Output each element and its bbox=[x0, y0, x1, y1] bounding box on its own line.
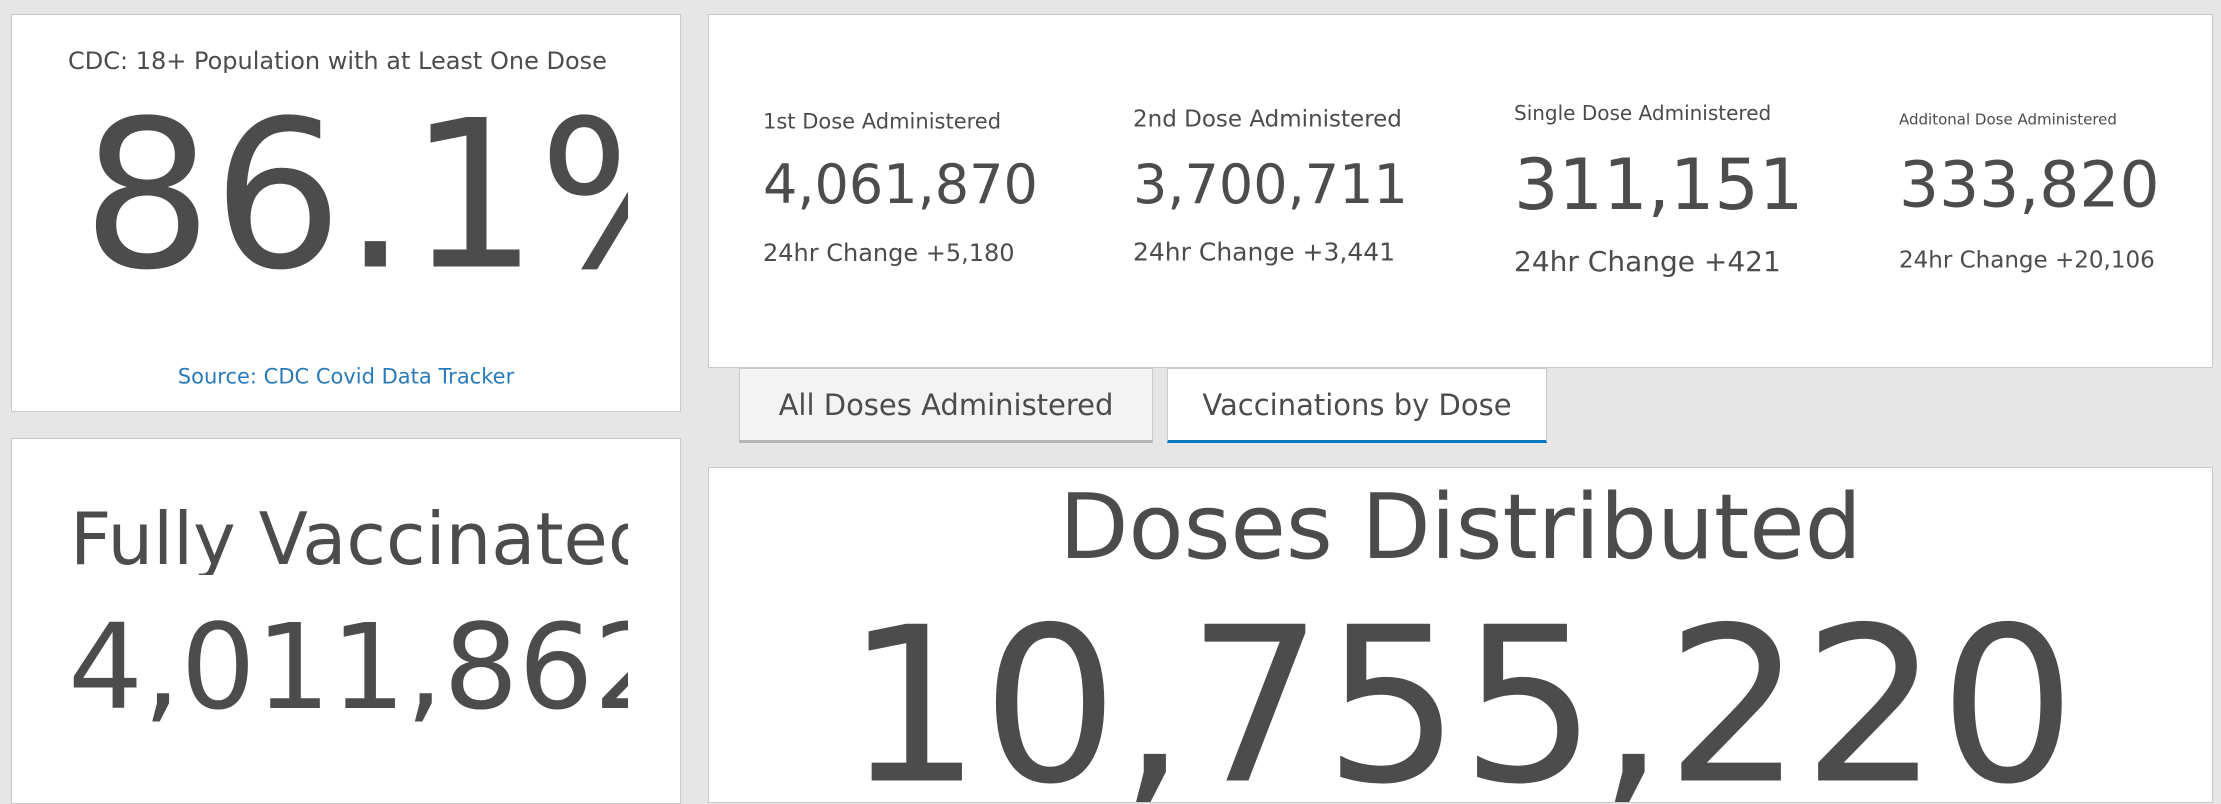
card-title: CDC: 18+ Population with at Least One Do… bbox=[68, 49, 607, 73]
stat-value: 4,061,870 bbox=[763, 153, 1038, 216]
stat-change: 24hr Change +20,106 bbox=[1899, 247, 2155, 274]
fully-vaccinated-card: Fully Vaccinated 4,011,862 bbox=[11, 438, 681, 804]
dose-stats-card: 1st Dose Administered 4,061,870 24hr Cha… bbox=[708, 14, 2213, 368]
stat-change: 24hr Change +421 bbox=[1514, 245, 1781, 278]
source-link: Source: CDC Covid Data Tracker bbox=[177, 366, 515, 388]
stat-change: 24hr Change +3,441 bbox=[1133, 237, 1396, 267]
stat-label: 1st Dose Administered bbox=[763, 109, 1002, 134]
stat-label: Additonal Dose Administered bbox=[1899, 110, 2117, 129]
stat-label: 2nd Dose Administered bbox=[1133, 106, 1402, 133]
doses-distributed-card: Doses Distributed 10,755,220 bbox=[708, 467, 2213, 803]
card-title: Fully Vaccinated bbox=[70, 503, 628, 575]
stat-value: 333,820 bbox=[1899, 148, 2160, 222]
card-value: 86.1% bbox=[82, 94, 628, 300]
first-dose-card: CDC: 18+ Population with at Least One Do… bbox=[11, 14, 681, 412]
card-value: 4,011,862 bbox=[68, 608, 628, 726]
stat-label: Single Dose Administered bbox=[1514, 101, 1772, 125]
tab[interactable]: All Doses Administered bbox=[739, 368, 1153, 443]
stat-change: 24hr Change +5,180 bbox=[763, 239, 1015, 267]
tab-active[interactable]: Vaccinations by Dose bbox=[1167, 368, 1547, 443]
stat-value: 311,151 bbox=[1514, 144, 1804, 226]
stat-value: 3,700,711 bbox=[1133, 153, 1408, 216]
card-title: Doses Distributed bbox=[1059, 483, 1862, 573]
card-value: 10,755,220 bbox=[844, 598, 2076, 803]
